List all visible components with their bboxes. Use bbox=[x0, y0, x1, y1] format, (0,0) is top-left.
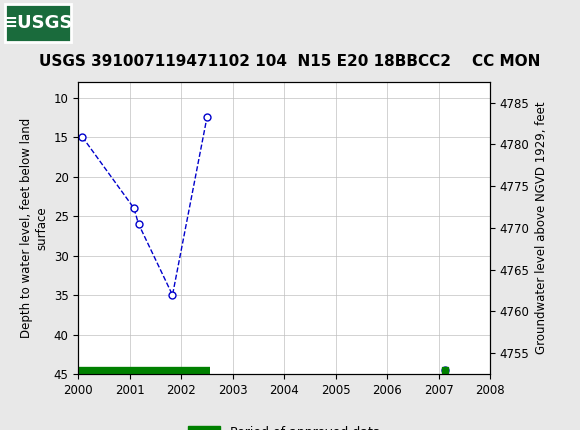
Text: ≡USGS: ≡USGS bbox=[2, 14, 73, 31]
FancyBboxPatch shape bbox=[5, 3, 71, 42]
Legend: Period of approved data: Period of approved data bbox=[183, 421, 385, 430]
Text: USGS 391007119471102 104  N15 E20 18BBCC2    CC MON: USGS 391007119471102 104 N15 E20 18BBCC2… bbox=[39, 54, 541, 69]
Y-axis label: Depth to water level, feet below land
surface: Depth to water level, feet below land su… bbox=[20, 118, 48, 338]
Y-axis label: Groundwater level above NGVD 1929, feet: Groundwater level above NGVD 1929, feet bbox=[535, 101, 548, 354]
